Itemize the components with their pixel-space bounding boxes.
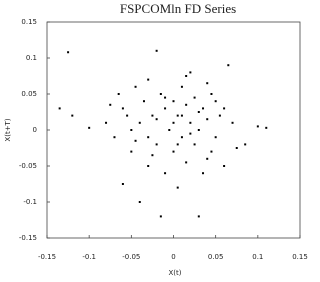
point [176,114,179,117]
point [164,172,167,175]
point [138,201,141,203]
point [105,121,108,124]
point [155,143,158,146]
point [256,125,259,128]
point [121,107,124,110]
y-tick-label: -0.05 [19,162,37,170]
point [147,165,150,167]
point [206,118,209,121]
point [109,103,112,106]
point [151,114,154,117]
point [189,132,192,135]
point [176,143,179,146]
point [185,161,188,164]
point [159,93,162,95]
y-tick-label: -0.15 [19,234,37,242]
point [223,165,226,167]
plot-frame [46,21,301,239]
point [197,215,200,218]
point [206,157,209,160]
point [71,114,74,117]
point [126,114,129,117]
point [117,93,120,95]
point [218,114,221,117]
y-tick-label: 0.05 [21,90,37,98]
point [210,93,213,95]
point [244,143,247,146]
x-tick-label: 0.1 [252,253,263,261]
y-axis-label: X(t+T) [4,118,12,141]
point [193,143,196,146]
point [227,64,230,67]
point [130,129,133,131]
point [235,147,238,149]
point [265,126,268,129]
point [180,136,183,139]
point [176,186,179,189]
point [151,154,154,157]
x-tick-label: -0.15 [38,253,56,261]
x-tick-label: -0.1 [82,253,96,261]
point [88,126,91,129]
point [214,100,217,103]
point [172,121,175,124]
point [214,136,217,139]
point [180,114,183,117]
y-tick-label: -0.1 [23,198,37,206]
point [168,129,171,131]
point [202,107,205,110]
point [121,183,124,185]
point [193,96,196,99]
point [172,150,175,153]
point [223,107,226,110]
point [142,100,145,103]
point [147,78,150,81]
x-axis-label: X(t) [168,269,181,277]
point [180,85,183,88]
point [206,82,209,85]
y-tick-label: 0 [33,126,37,134]
x-tick-label: -0.05 [122,253,140,261]
point [134,139,137,142]
point [189,121,192,124]
point [164,107,167,110]
point [155,49,158,52]
point [197,129,200,131]
x-tick-label: 0.15 [292,253,308,261]
chart-title: FSPCOMln FD Series [120,1,236,16]
x-tick-label: 0 [171,253,175,261]
point [130,150,133,153]
point [155,118,158,121]
point [113,136,116,139]
point [172,100,175,103]
point [185,103,188,106]
point [134,85,137,88]
point [185,75,188,77]
point [159,215,162,218]
point [210,150,213,153]
point [164,96,167,99]
point [202,172,205,175]
x-tick-label: 0.05 [208,253,224,261]
point [147,136,150,139]
y-tick-label: 0.1 [26,54,37,62]
y-tick-label: 0.15 [21,18,37,26]
point [67,51,70,54]
point [58,107,61,110]
point [197,111,200,113]
point [138,121,141,124]
point [231,121,234,124]
point [189,71,192,74]
